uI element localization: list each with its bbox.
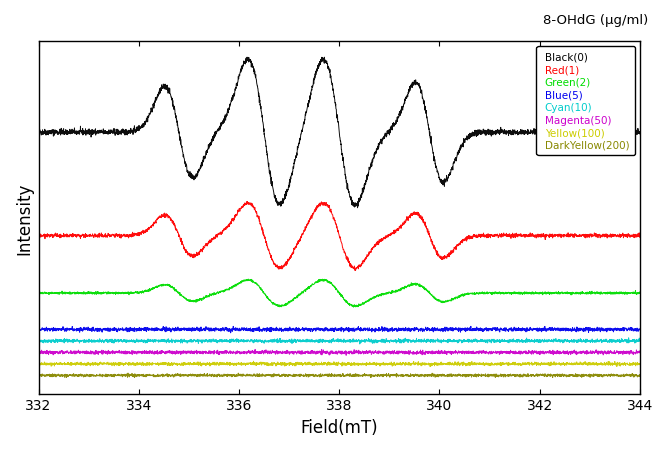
Y-axis label: Intensity: Intensity [15,182,33,254]
X-axis label: Field(mT): Field(mT) [301,418,378,436]
Legend: Black(0), Red(1), Green(2), Blue(5), Cyan(10), Magenta(50), Yellow(100), DarkYel: Black(0), Red(1), Green(2), Blue(5), Cya… [536,47,635,156]
Text: 8-OHdG (μg/ml): 8-OHdG (μg/ml) [542,14,648,27]
